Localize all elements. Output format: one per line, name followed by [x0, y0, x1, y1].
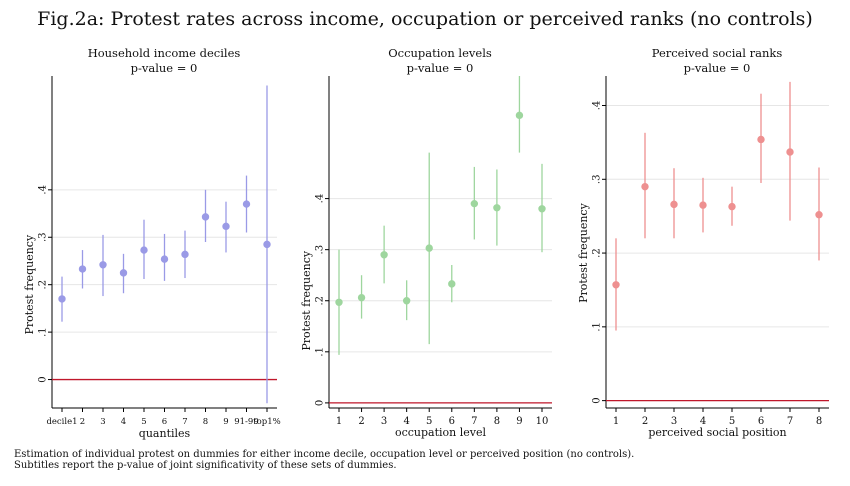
x-tick-label: top1% — [253, 417, 280, 427]
data-point — [425, 244, 433, 252]
data-point — [515, 111, 524, 120]
data-point — [119, 269, 128, 277]
data-point — [357, 293, 366, 302]
x-tick-label: 91-99 — [234, 417, 259, 427]
x-tick-label: 6 — [758, 416, 764, 427]
data-point — [58, 295, 66, 303]
x-tick-label: 4 — [700, 416, 706, 427]
data-point — [140, 246, 148, 254]
x-tick-label: 3 — [381, 416, 387, 427]
data-point — [757, 135, 765, 144]
y-tick-label: .2 — [38, 280, 49, 290]
data-point — [493, 204, 501, 212]
data-point — [242, 200, 251, 208]
note-line-1: Estimation of individual protest on dumm… — [14, 449, 635, 460]
x-tick-label: 10 — [536, 416, 549, 427]
y-tick-label: .2 — [315, 296, 326, 306]
x-tick-label: 2 — [642, 416, 648, 427]
data-point — [670, 200, 678, 209]
y-tick-label: 0 — [592, 397, 603, 403]
y-tick-label: .4 — [38, 185, 49, 195]
data-point — [728, 202, 736, 211]
data-point — [99, 261, 107, 269]
y-tick-label: .1 — [315, 347, 326, 357]
y-tick-label: .4 — [592, 101, 603, 111]
x-tick-label: 2 — [80, 417, 85, 427]
x-tick-label: 3 — [671, 416, 677, 427]
y-tick-label: .3 — [315, 245, 326, 255]
x-tick-label: 5 — [141, 417, 146, 427]
data-point — [699, 201, 707, 209]
x-tick-label: 3 — [100, 417, 105, 427]
data-point — [78, 265, 87, 273]
data-point — [402, 297, 411, 305]
y-tick-label: .1 — [592, 322, 603, 332]
y-axis-label: Protest frequency — [300, 250, 313, 350]
y-tick-label: 0 — [38, 376, 49, 382]
data-point — [201, 213, 210, 221]
x-tick-label: 5 — [426, 416, 432, 427]
x-tick-label: 1 — [336, 416, 342, 427]
x-tick-label: 1 — [613, 416, 619, 427]
x-axis-label: quantiles — [139, 427, 191, 440]
x-tick-label: 7 — [787, 416, 793, 427]
x-tick-label: decile1 — [46, 417, 77, 427]
data-point — [222, 222, 230, 231]
data-point — [448, 280, 456, 288]
note-line-2: Subtitles report the p-value of joint si… — [14, 460, 397, 471]
x-tick-label: 9 — [516, 416, 522, 427]
y-tick-label: .2 — [592, 248, 603, 258]
figure-notes: Estimation of individual protest on dumm… — [14, 449, 634, 471]
x-tick-label: 7 — [182, 417, 187, 427]
x-tick-label: 4 — [403, 416, 409, 427]
panel-subtitle: p-value = 0 — [407, 61, 474, 75]
data-point — [815, 211, 823, 219]
y-tick-label: 0 — [315, 400, 326, 406]
x-tick-label: 2 — [358, 416, 364, 427]
x-tick-label: 6 — [449, 416, 455, 427]
panel-subtitle: p-value = 0 — [131, 61, 198, 75]
data-point — [335, 298, 343, 306]
data-point — [380, 251, 388, 259]
x-tick-label: 7 — [471, 416, 477, 427]
data-point — [263, 240, 271, 249]
x-axis-label: perceived social position — [648, 426, 786, 439]
x-tick-label: 5 — [729, 416, 735, 427]
y-tick-label: .3 — [592, 175, 603, 185]
x-tick-label: 8 — [816, 416, 822, 427]
y-axis-label: Protest frequency — [577, 202, 590, 302]
data-point — [612, 281, 620, 289]
data-point — [160, 255, 169, 263]
data-point — [641, 182, 649, 191]
data-point — [470, 199, 479, 208]
y-axis-label: Protest frequency — [23, 234, 36, 334]
data-point — [181, 250, 189, 259]
y-tick-label: .4 — [315, 194, 326, 204]
x-tick-label: 9 — [223, 417, 228, 427]
data-point — [538, 205, 546, 213]
x-axis-label: occupation level — [395, 426, 487, 439]
x-tick-label: 8 — [203, 417, 208, 427]
y-tick-label: .1 — [38, 327, 49, 337]
y-tick-label: .3 — [38, 232, 49, 242]
figure-title: Fig.2a: Protest rates across income, occ… — [37, 8, 813, 30]
x-tick-label: 6 — [162, 417, 167, 427]
panel-title: Occupation levels — [388, 46, 492, 60]
x-tick-label: 8 — [494, 416, 500, 427]
panel-subtitle: p-value = 0 — [684, 61, 751, 75]
data-point — [786, 148, 794, 156]
x-tick-label: 4 — [121, 417, 126, 427]
panel-title: Household income deciles — [88, 46, 241, 60]
panel-title: Perceived social ranks — [652, 46, 783, 60]
